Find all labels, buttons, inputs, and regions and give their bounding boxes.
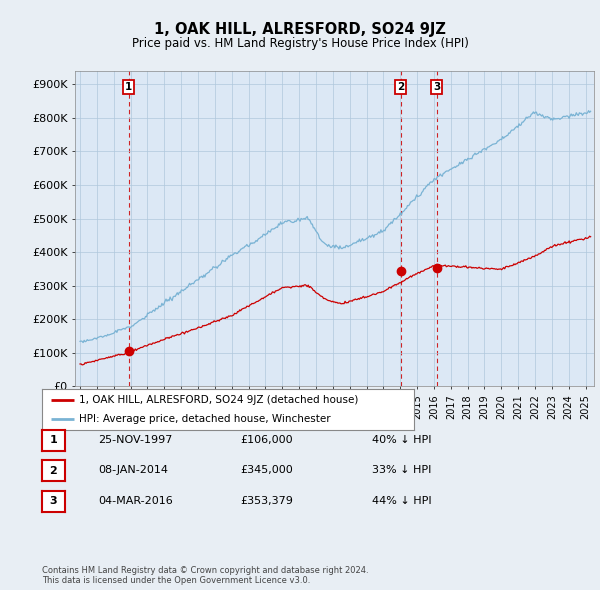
Text: £106,000: £106,000 (240, 435, 293, 444)
Text: HPI: Average price, detached house, Winchester: HPI: Average price, detached house, Winc… (79, 414, 331, 424)
Text: 33% ↓ HPI: 33% ↓ HPI (372, 466, 431, 475)
Text: 1, OAK HILL, ALRESFORD, SO24 9JZ: 1, OAK HILL, ALRESFORD, SO24 9JZ (154, 22, 446, 37)
Text: 3: 3 (50, 497, 57, 506)
Text: £345,000: £345,000 (240, 466, 293, 475)
Text: 1, OAK HILL, ALRESFORD, SO24 9JZ (detached house): 1, OAK HILL, ALRESFORD, SO24 9JZ (detach… (79, 395, 359, 405)
Text: Contains HM Land Registry data © Crown copyright and database right 2024.
This d: Contains HM Land Registry data © Crown c… (42, 566, 368, 585)
Text: £353,379: £353,379 (240, 496, 293, 506)
Text: 1: 1 (50, 435, 57, 445)
Text: 08-JAN-2014: 08-JAN-2014 (98, 466, 168, 475)
Text: 44% ↓ HPI: 44% ↓ HPI (372, 496, 431, 506)
Text: 40% ↓ HPI: 40% ↓ HPI (372, 435, 431, 444)
Text: 1: 1 (125, 82, 133, 92)
Text: 04-MAR-2016: 04-MAR-2016 (98, 496, 173, 506)
Text: 2: 2 (50, 466, 57, 476)
Text: 25-NOV-1997: 25-NOV-1997 (98, 435, 172, 444)
Text: 2: 2 (397, 82, 404, 92)
Text: 3: 3 (433, 82, 440, 92)
Text: Price paid vs. HM Land Registry's House Price Index (HPI): Price paid vs. HM Land Registry's House … (131, 37, 469, 50)
